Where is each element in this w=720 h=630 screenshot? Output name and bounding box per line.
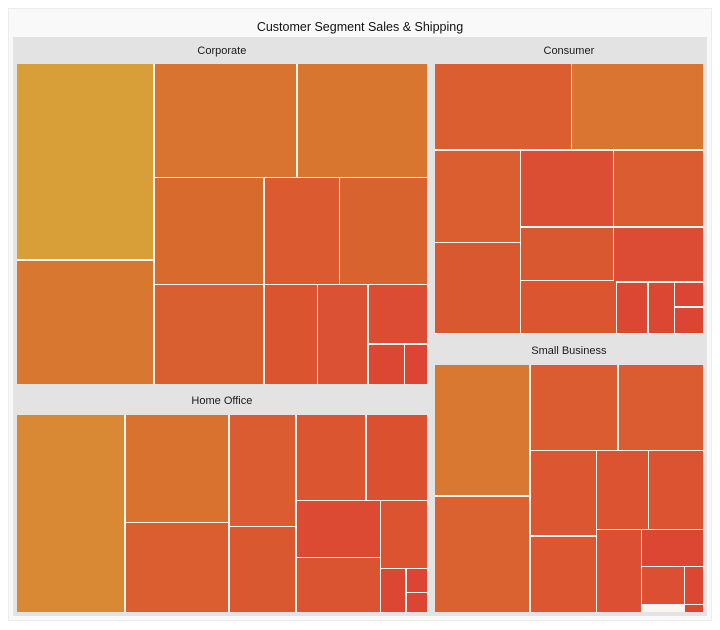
treemap-tile-home-office-h4[interactable] xyxy=(230,414,296,527)
treemap-tile-small-business-s7[interactable] xyxy=(434,496,530,612)
treemap-tile-small-business-s2[interactable] xyxy=(530,364,618,450)
treemap-tile-corporate-c8[interactable] xyxy=(154,285,264,384)
segment-label-small-business: Small Business xyxy=(531,345,607,357)
treemap-tile-consumer-n1[interactable] xyxy=(434,64,572,150)
treemap-tile-corporate-c3[interactable] xyxy=(154,64,297,177)
tile-area-consumer xyxy=(434,64,703,334)
treemap-tile-consumer-n5[interactable] xyxy=(614,150,703,227)
treemap-tile-consumer-n8[interactable] xyxy=(614,227,703,282)
treemap-tile-home-office-h2[interactable] xyxy=(125,414,229,523)
treemap-tile-small-business-s11[interactable] xyxy=(641,566,685,604)
treemap-tile-home-office-h13[interactable] xyxy=(407,593,427,612)
segment-label-home-office: Home Office xyxy=(191,395,253,408)
treemap-tile-small-business-s10[interactable] xyxy=(641,529,703,566)
segment-panel-consumer: Consumer xyxy=(430,37,707,338)
treemap-tile-consumer-n2[interactable] xyxy=(572,64,703,150)
segment-header-consumer: Consumer xyxy=(431,37,707,64)
treemap-tile-corporate-c2[interactable] xyxy=(17,260,154,384)
treemap-tile-small-business-s3[interactable] xyxy=(618,364,703,450)
treemap-tile-consumer-n3[interactable] xyxy=(434,150,521,242)
treemap-tile-consumer-n10[interactable] xyxy=(616,282,648,334)
treemap-tile-corporate-c12[interactable] xyxy=(369,344,404,384)
treemap-tile-corporate-c5[interactable] xyxy=(154,178,264,285)
treemap-tile-home-office-h12[interactable] xyxy=(407,568,427,593)
treemap-tile-consumer-n11[interactable] xyxy=(648,282,674,334)
treemap-tile-corporate-c1[interactable] xyxy=(17,64,154,259)
treemap-tile-consumer-n9[interactable] xyxy=(521,281,616,334)
treemap-tile-corporate-c11[interactable] xyxy=(369,285,427,344)
treemap-tile-home-office-h3[interactable] xyxy=(125,523,229,612)
treemap-tile-home-office-h10[interactable] xyxy=(296,557,380,612)
treemap-tile-home-office-h11[interactable] xyxy=(381,568,406,612)
treemap-tile-small-business-s5[interactable] xyxy=(597,450,648,529)
segment-label-consumer: Consumer xyxy=(543,44,595,57)
treemap-tile-small-business-s6[interactable] xyxy=(648,450,703,529)
chart-title: Customer Segment Sales & Shipping xyxy=(256,20,464,34)
treemap-tile-home-office-h9[interactable] xyxy=(381,501,427,568)
segment-panel-corporate: Corporate xyxy=(13,37,431,388)
treemap-tile-home-office-h5[interactable] xyxy=(230,527,296,612)
treemap-tile-small-business-s12[interactable] xyxy=(685,566,703,604)
tile-area-home-office xyxy=(17,414,427,612)
treemap-chart: Corporate Consumer Home Office Small Busine… xyxy=(13,37,707,616)
segment-header-corporate: Corporate xyxy=(13,37,431,64)
treemap-tile-consumer-n6[interactable] xyxy=(434,242,521,334)
treemap-tile-small-business-s4[interactable] xyxy=(530,450,597,536)
segment-header-small-business: Small Business xyxy=(431,338,707,365)
tile-area-corporate xyxy=(17,64,427,384)
treemap-tile-consumer-n13[interactable] xyxy=(675,307,703,334)
treemap-tile-home-office-h8[interactable] xyxy=(296,501,380,557)
treemap-tile-corporate-c7[interactable] xyxy=(340,178,427,285)
treemap-figure: Customer Segment Sales & Shipping Corpor… xyxy=(8,8,712,621)
treemap-tile-small-business-s13[interactable] xyxy=(685,604,703,612)
treemap-tile-corporate-c6[interactable] xyxy=(264,178,339,285)
segment-panel-home-office: Home Office xyxy=(13,387,431,616)
treemap-tile-consumer-n12[interactable] xyxy=(675,282,703,307)
treemap-tile-small-business-s9[interactable] xyxy=(597,529,641,612)
treemap-tile-home-office-h1[interactable] xyxy=(17,414,124,612)
segment-panel-small-business: Small Business xyxy=(430,337,707,616)
treemap-tile-corporate-c10[interactable] xyxy=(318,285,368,384)
treemap-tile-corporate-c9[interactable] xyxy=(264,285,317,384)
treemap-tile-small-business-s1[interactable] xyxy=(434,364,530,496)
treemap-tile-home-office-h6[interactable] xyxy=(296,414,366,501)
treemap-tile-corporate-c13[interactable] xyxy=(405,344,427,384)
treemap-tile-consumer-n4[interactable] xyxy=(521,150,614,227)
treemap-tile-small-business-s8[interactable] xyxy=(530,536,597,612)
segment-label-corporate: Corporate xyxy=(197,44,247,57)
tile-area-small-business xyxy=(434,364,703,612)
treemap-tile-consumer-n7[interactable] xyxy=(521,227,614,281)
segment-header-home-office: Home Office xyxy=(13,388,431,415)
treemap-tile-home-office-h7[interactable] xyxy=(366,414,427,501)
treemap-tile-corporate-c4[interactable] xyxy=(298,64,427,177)
